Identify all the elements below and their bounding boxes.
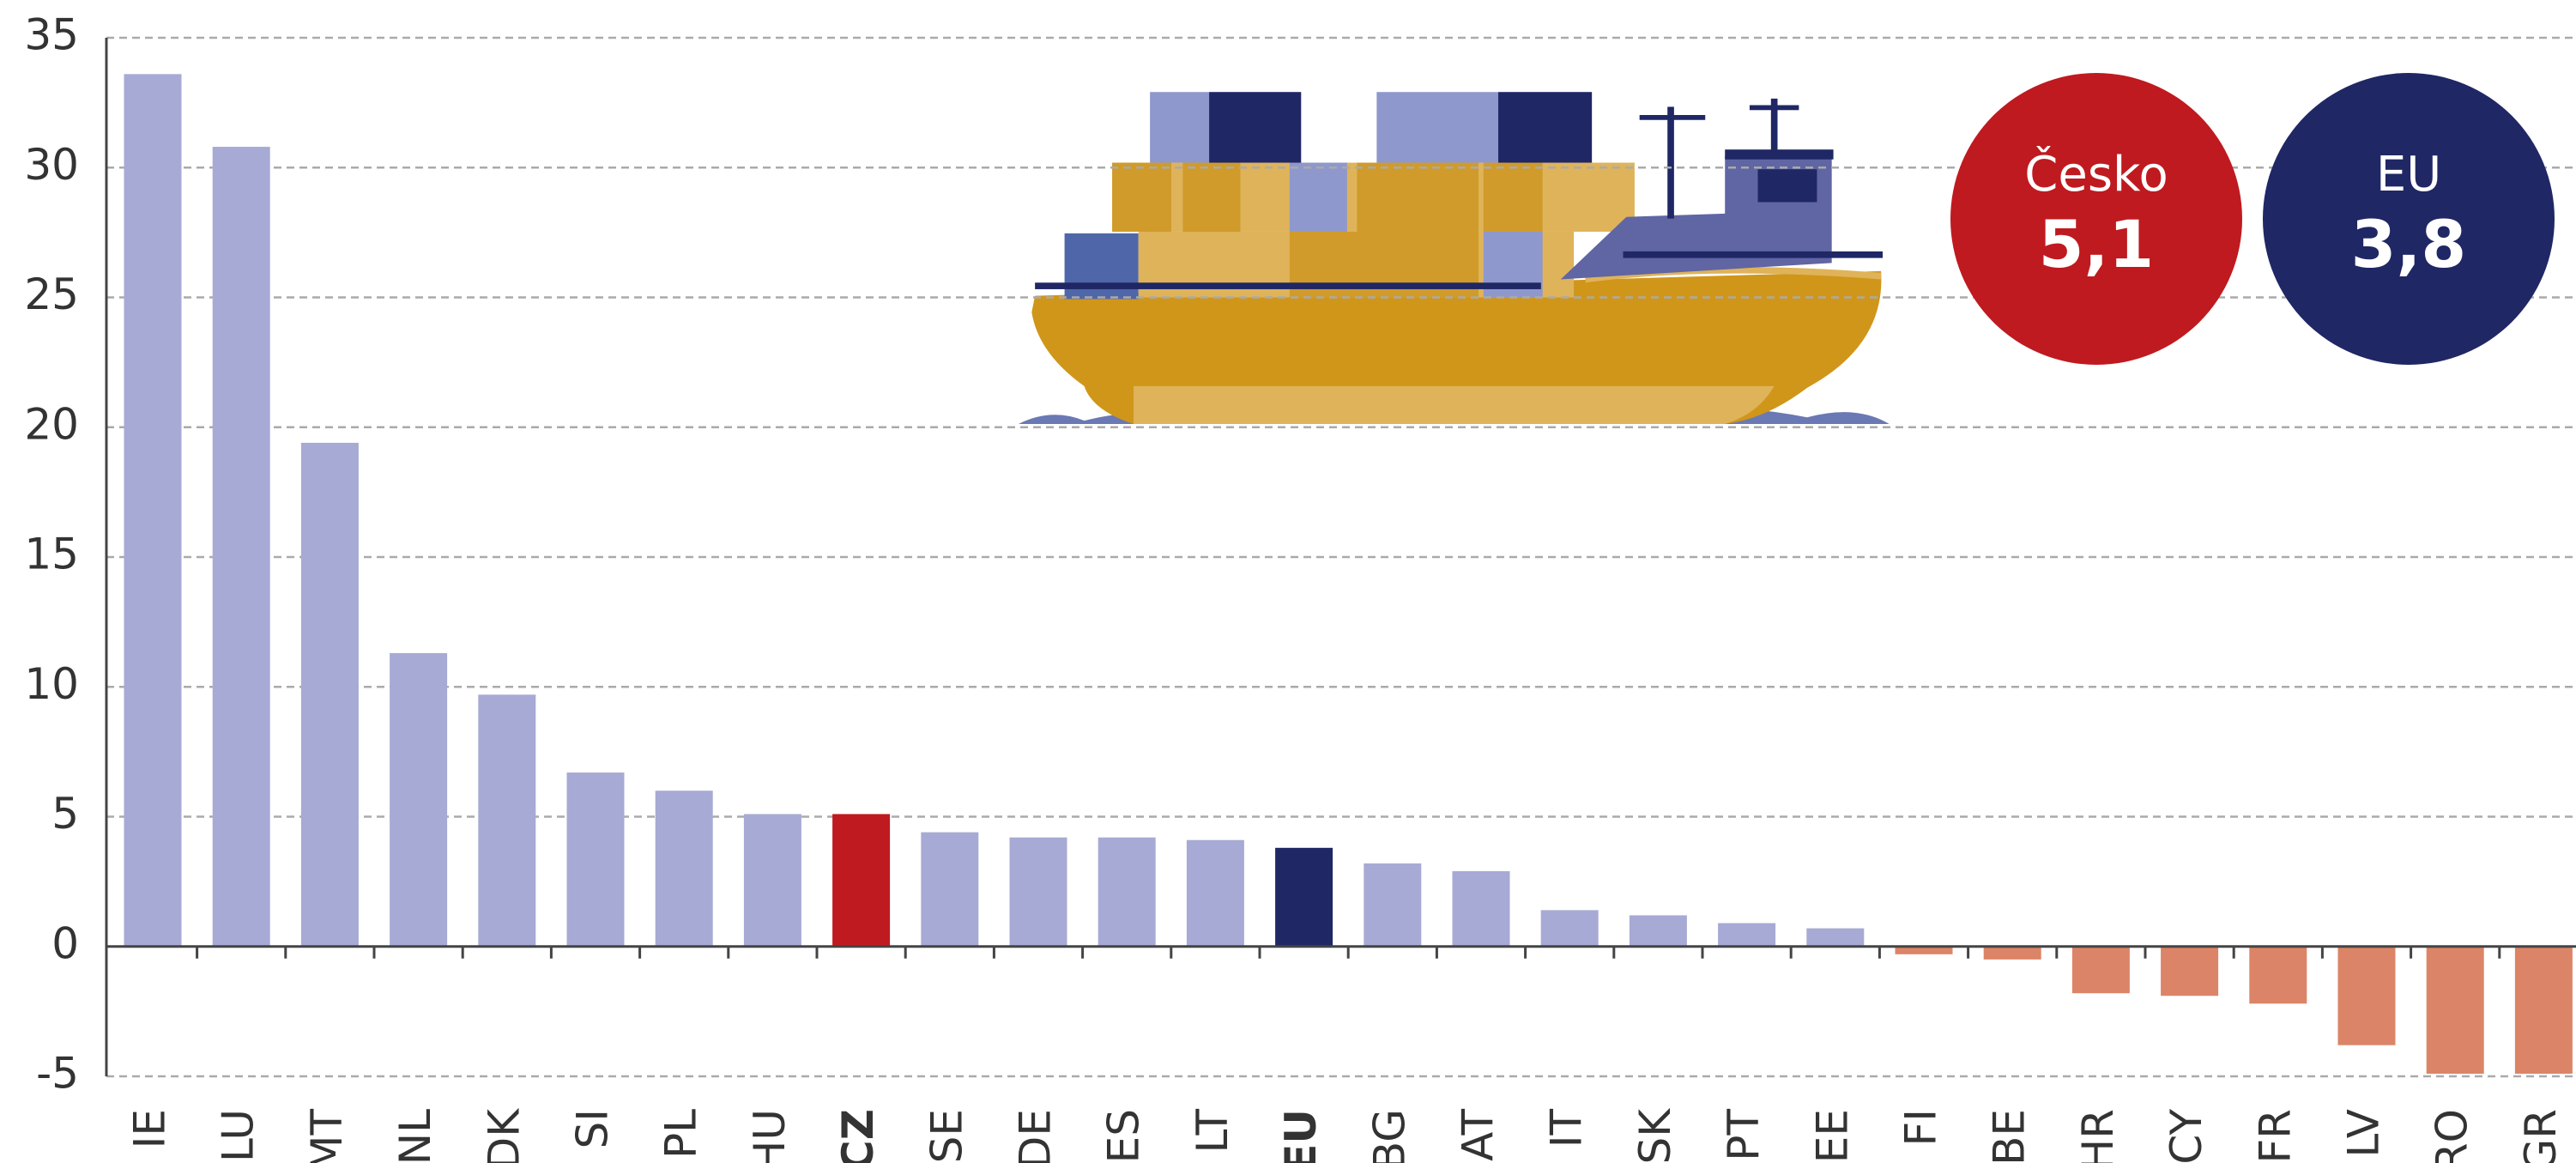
bar (2161, 946, 2219, 996)
x-tick-label: EU (1276, 1109, 1326, 1163)
y-tick-label: 25 (24, 270, 79, 319)
bar (921, 832, 979, 947)
badge-value: 3,8 (2351, 206, 2467, 282)
x-tick-label: LT (1188, 1109, 1237, 1154)
x-tick-label: IE (125, 1109, 175, 1148)
x-tick-label: PT (1719, 1109, 1769, 1161)
y-tick-label: 15 (24, 530, 79, 579)
bar (1540, 910, 1599, 947)
y-tick-label: 5 (51, 789, 79, 839)
bar (1629, 915, 1687, 947)
bar (832, 814, 891, 947)
badge-label: Česko (2024, 147, 2168, 203)
x-tick-label: BE (1985, 1109, 2035, 1163)
bar (2071, 946, 2130, 994)
bar (655, 790, 713, 947)
x-tick-label: ES (1099, 1109, 1149, 1163)
x-tick-label: CZ (833, 1109, 883, 1163)
bar (1983, 946, 2041, 960)
bar (743, 814, 801, 947)
bar (2426, 946, 2484, 1074)
bar (124, 74, 182, 947)
y-tick-label: 20 (24, 399, 79, 449)
x-tick-label: BG (1364, 1109, 1414, 1163)
bar (2514, 946, 2573, 1074)
x-tick-label: FI (1896, 1109, 1946, 1147)
bar (2337, 946, 2396, 1045)
x-tick-label: NL (390, 1109, 440, 1163)
x-tick-label: RO (2428, 1109, 2477, 1163)
y-tick-label: 10 (24, 659, 79, 709)
x-tick-label: DK (479, 1108, 529, 1163)
y-tick-label: 35 (24, 10, 79, 60)
bar (1275, 847, 1333, 947)
badge-label: EU (2376, 147, 2441, 203)
x-tick-label: SK (1630, 1108, 1680, 1163)
x-tick-label: HR (2073, 1109, 2123, 1163)
bar (1364, 863, 1422, 947)
bar (1895, 946, 1953, 954)
y-tick-label: 30 (24, 140, 79, 190)
bar (300, 442, 359, 947)
x-tick-label: SI (568, 1109, 618, 1148)
x-tick-label: EE (1807, 1109, 1857, 1163)
ship-illustration (1018, 92, 1890, 424)
x-tick-label: SE (922, 1109, 971, 1163)
badge-value: 5,1 (2039, 206, 2155, 282)
x-tick-label: DE (1011, 1109, 1061, 1163)
bar (212, 147, 270, 947)
bar (1452, 871, 1510, 947)
badge (1950, 73, 2242, 365)
bar (566, 772, 625, 947)
bar (478, 694, 536, 947)
x-tick-label: IT (1542, 1109, 1592, 1148)
bar (1009, 837, 1067, 947)
x-tick-label: FR (2250, 1109, 2300, 1163)
x-tick-label: GR (2516, 1109, 2566, 1163)
y-tick-label: 0 (51, 918, 79, 968)
x-tick-label: MT (302, 1109, 352, 1163)
bar (2249, 946, 2307, 1004)
x-tick-label: HU (745, 1109, 795, 1163)
badge (2263, 73, 2555, 365)
x-tick-label: LV (2339, 1109, 2389, 1158)
y-tick-label: -5 (36, 1049, 79, 1099)
x-tick-label: PL (656, 1109, 706, 1159)
bar (1718, 923, 1776, 947)
x-tick-label: CY (2162, 1109, 2211, 1163)
bar (390, 652, 448, 947)
x-tick-label: LU (214, 1109, 263, 1162)
x-tick-label: AT (1454, 1109, 1503, 1161)
bar (1186, 839, 1244, 947)
bar (1806, 928, 1865, 947)
bar (1098, 837, 1156, 947)
